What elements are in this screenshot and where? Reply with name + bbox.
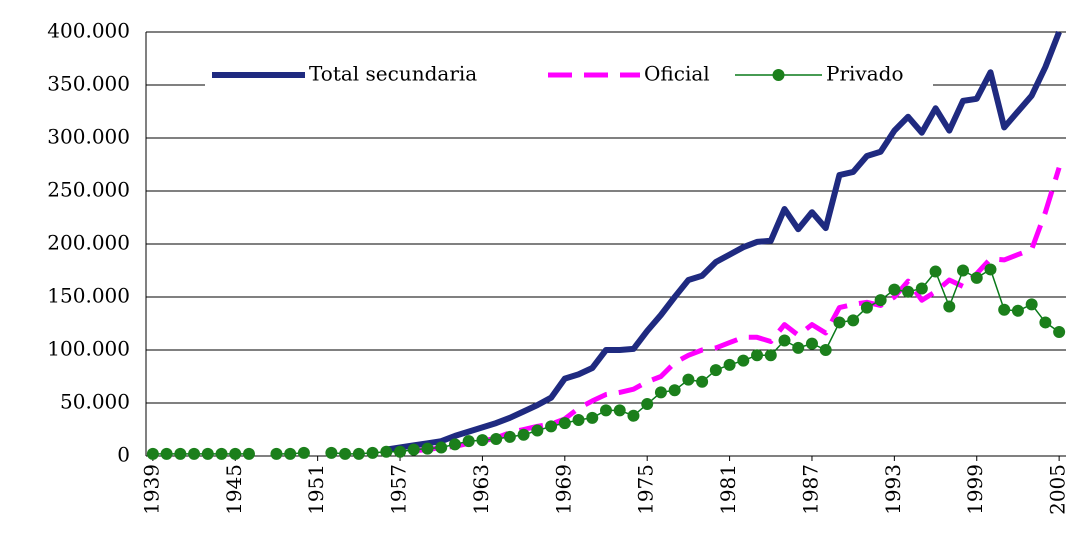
y-tick-label: 300.000 (47, 125, 130, 149)
point (462, 435, 475, 448)
point (366, 446, 379, 459)
point (970, 271, 983, 284)
point (201, 447, 214, 460)
point (586, 411, 599, 424)
point (1011, 304, 1024, 317)
point (654, 386, 667, 399)
point (709, 364, 722, 377)
x-tick-label: 1951 (304, 464, 328, 515)
point (957, 264, 970, 277)
point (819, 344, 832, 356)
point (943, 300, 956, 313)
point (874, 294, 887, 307)
y-tick-label: 100.000 (47, 337, 130, 361)
point (696, 375, 709, 388)
point (146, 447, 159, 460)
x-tick-label: 1945 (222, 464, 246, 515)
point (435, 441, 448, 454)
point (888, 283, 901, 296)
legend-label: Total secundaria (309, 62, 477, 86)
y-tick-label: 50.000 (60, 390, 130, 414)
point (284, 447, 297, 460)
point (723, 358, 736, 371)
point (847, 314, 860, 327)
point (613, 404, 626, 417)
point (407, 443, 420, 456)
x-tick-label: 1999 (963, 464, 987, 515)
point (860, 301, 873, 314)
point (915, 282, 928, 295)
point (805, 337, 818, 350)
x-tick-label: 1975 (634, 464, 658, 515)
point (476, 434, 489, 447)
point (270, 447, 283, 460)
point (339, 447, 352, 460)
point (531, 424, 544, 437)
series-line (413, 166, 1062, 454)
point (737, 354, 750, 367)
point (600, 404, 612, 417)
point (998, 303, 1011, 316)
point (503, 430, 516, 443)
point (792, 341, 805, 354)
point (751, 349, 764, 362)
point (764, 349, 777, 362)
point (929, 265, 942, 278)
point (517, 428, 530, 441)
x-tick-label: 2005 (1046, 464, 1066, 515)
x-tick-label: 1993 (881, 464, 905, 515)
point (558, 417, 571, 430)
x-tick-label: 1963 (469, 464, 493, 515)
point (174, 447, 187, 460)
x-tick-label: 1969 (551, 464, 575, 515)
y-tick-label: 200.000 (47, 231, 130, 255)
point (325, 446, 338, 459)
point (1025, 298, 1038, 311)
legend-marker (772, 69, 785, 81)
point (215, 447, 228, 460)
point (188, 447, 201, 460)
point (394, 445, 407, 458)
point (1039, 316, 1052, 329)
y-tick-label: 350.000 (47, 72, 130, 96)
point (1053, 325, 1066, 338)
point (682, 373, 695, 386)
point (490, 433, 503, 446)
point (833, 316, 846, 329)
y-tick-label: 400.000 (47, 19, 130, 43)
legend-label: Privado (826, 62, 903, 86)
point (160, 447, 173, 460)
x-tick-label: 1987 (798, 464, 822, 515)
x-tick-label: 1957 (387, 464, 411, 515)
point (641, 398, 654, 411)
y-tick-label: 150.000 (47, 284, 130, 308)
x-tick-label: 1939 (139, 464, 163, 515)
point (297, 446, 310, 459)
x-tick-label: 1981 (716, 464, 740, 515)
y-tick-label: 0 (117, 443, 130, 467)
point (902, 285, 915, 298)
point (984, 263, 997, 276)
point (627, 409, 640, 422)
point (229, 447, 242, 460)
point (545, 420, 558, 433)
y-tick-label: 250.000 (47, 178, 130, 202)
point (668, 384, 681, 397)
point (421, 442, 434, 455)
point (448, 438, 461, 451)
series-line (385, 30, 1062, 453)
point (778, 334, 791, 347)
legend: Total secundaria Oficial Privado (205, 58, 933, 92)
point (380, 445, 393, 458)
legend-label: Oficial (644, 62, 710, 86)
point (352, 447, 365, 460)
point (242, 447, 255, 460)
point (572, 413, 585, 426)
